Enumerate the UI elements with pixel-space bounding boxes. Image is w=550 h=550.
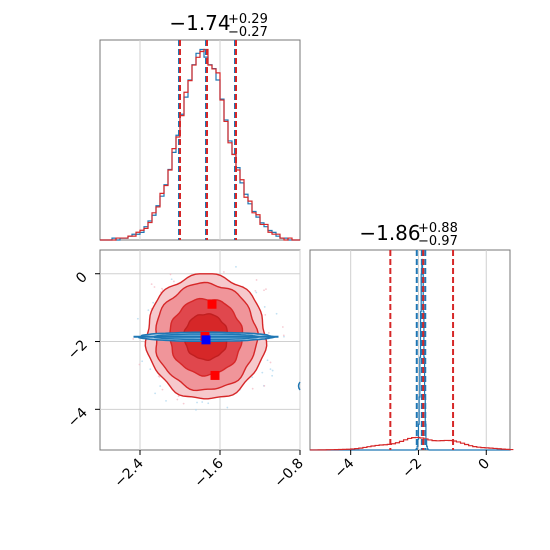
marginal-top-title-minus: −0.27 <box>228 25 268 40</box>
contour-sample-point <box>161 287 163 290</box>
contour-sample-point <box>161 388 164 391</box>
marginal-top-histogram-series-1 <box>100 48 300 241</box>
marginal-right-x-tick-labels: −4 −2 0 <box>332 450 493 482</box>
contour-sample-point <box>255 279 258 281</box>
marginal-right-grid <box>350 250 487 450</box>
contour-sample-point <box>281 326 284 328</box>
contour-sample-point <box>251 376 254 379</box>
marginal-top-title-median: −1.74 <box>169 11 230 35</box>
marginal-right-quantile-lines <box>389 250 455 450</box>
contour-sample-point <box>154 392 157 395</box>
contour-marker-square <box>201 335 211 345</box>
contour-sample-point <box>271 374 274 377</box>
contour-sample-point <box>222 271 225 273</box>
contour-sample-point <box>169 273 172 276</box>
contour-sample-point <box>263 384 266 387</box>
contour-sample-point <box>269 368 272 370</box>
contour-sample-point <box>150 283 153 285</box>
contour-sample-point <box>264 314 267 316</box>
contour-sample-point <box>254 289 257 292</box>
contour-y-tick-label: 0 <box>73 269 91 287</box>
contour-sample-point <box>173 280 175 283</box>
contour-sample-point <box>159 385 162 387</box>
contour-markers <box>200 299 220 380</box>
contour-sample-point <box>255 291 258 294</box>
contour-sample-point <box>196 401 198 404</box>
marginal-right-title-median: −1.86 <box>359 221 420 245</box>
contour-sample-point <box>176 398 179 401</box>
contour-sample-point <box>170 278 173 281</box>
contour-sample-point <box>265 288 267 291</box>
contour-sample-point <box>266 359 269 362</box>
contour-sample-point <box>263 306 266 308</box>
contour-sample-point <box>271 369 274 372</box>
marginal-right-panel: −4 −2 0 −1.86 +0.88 −0.97 <box>309 221 514 482</box>
marginal-top-title: −1.74 <box>169 11 230 35</box>
contour-x-tick-label: −0.8 <box>271 456 306 491</box>
marginal-top-histogram-series-0 <box>100 48 300 241</box>
contour-y-tick-labels: 0 −2 −4 <box>65 269 100 431</box>
marginal-right-title: −1.86 <box>359 221 420 245</box>
contour-sample-point <box>165 400 167 402</box>
contour-sample-point <box>261 371 264 374</box>
contour-sample-point <box>251 387 254 390</box>
contour-x-tick-labels: −2.4 −1.6 −0.8 <box>111 450 307 491</box>
contour-sample-point <box>177 395 180 398</box>
marginal-right-title-plus: +0.88 <box>418 221 458 236</box>
contour-sample-point <box>153 286 156 288</box>
contour-sample-point <box>141 360 144 363</box>
contour-x-tick-label: −1.6 <box>191 455 226 490</box>
marginal-right-title-minus: −0.97 <box>418 234 458 249</box>
contour-sample-point <box>226 406 229 409</box>
marginal-right-histogram-series-1 <box>310 436 514 451</box>
contour-sample-point <box>275 312 278 315</box>
contour-sample-point <box>263 289 265 292</box>
contour-sample-point <box>138 363 141 366</box>
contour-sample-point <box>149 368 152 371</box>
contour-sample-point <box>182 402 185 405</box>
contour-sample-point <box>195 408 197 411</box>
contour-sample-point <box>201 401 204 403</box>
marginal-right-x-tick-label: −4 <box>332 455 358 481</box>
marginal-top-panel: −1.74 +0.29 −0.27 <box>99 11 301 241</box>
contour-y-tick-label: −2 <box>65 337 91 363</box>
contour-x-tick-label: −2.4 <box>111 455 146 490</box>
contour-panel: −2.4 −1.6 −0.8 0 −2 −4 <box>65 249 307 491</box>
contour-marker-square <box>207 299 217 309</box>
marginal-top-title-plus: +0.29 <box>228 12 268 27</box>
marginal-top-quantile-lines <box>178 40 237 240</box>
contour-sample-point <box>235 265 237 268</box>
contour-sample-point <box>207 402 210 405</box>
marginal-top-histograms <box>100 48 300 241</box>
contour-edge-fragment <box>297 381 301 391</box>
contour-sample-point <box>269 361 272 364</box>
contour-y-tick-label: −4 <box>65 405 91 431</box>
contour-marker-square <box>210 370 220 380</box>
marginal-top-frame <box>99 39 301 241</box>
contour-sample-point <box>282 334 285 337</box>
contour-sample-point <box>283 335 285 338</box>
contour-sample-point <box>267 331 270 334</box>
marginal-right-x-tick-label: 0 <box>475 456 493 474</box>
marginal-right-x-tick-label: −2 <box>399 456 425 482</box>
contour-sample-point <box>132 338 135 340</box>
contour-sample-point <box>158 375 161 378</box>
contour-sample-point <box>147 309 150 312</box>
contour-sample-point <box>152 301 155 304</box>
marginal-right-frame <box>309 249 511 451</box>
contour-sample-point <box>136 317 139 320</box>
